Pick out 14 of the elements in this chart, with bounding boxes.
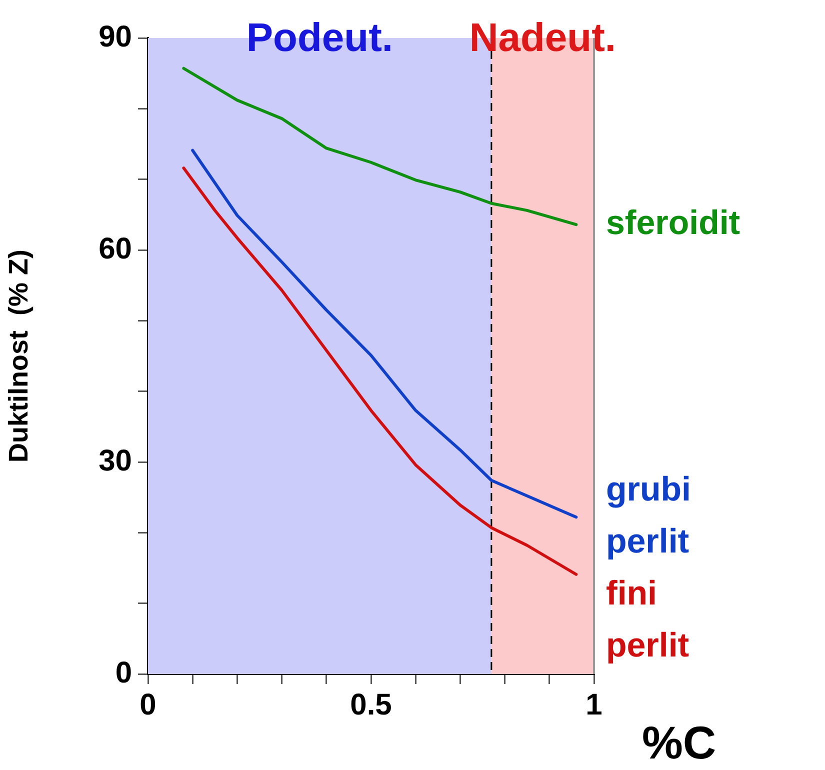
x-tick-label: 1 xyxy=(586,688,602,722)
band-label: Podeut. xyxy=(246,16,394,60)
x-tick-label: 0 xyxy=(140,688,156,722)
series-label: fini perlit xyxy=(606,574,690,664)
y-tick-label: 90 xyxy=(98,20,132,54)
x-tick-label: 0.5 xyxy=(350,688,392,722)
x-axis-title: %C xyxy=(642,716,716,769)
y-tick-label: 0 xyxy=(115,656,132,690)
y-tick-label: 30 xyxy=(98,444,132,478)
series-label: grubi perlit xyxy=(606,470,691,560)
band-label: Nadeut. xyxy=(469,16,616,60)
series-label: sferoidit xyxy=(606,204,740,242)
y-tick-label: 60 xyxy=(98,232,132,266)
y-axis-title: Duktilnost (% Z) xyxy=(4,250,34,462)
